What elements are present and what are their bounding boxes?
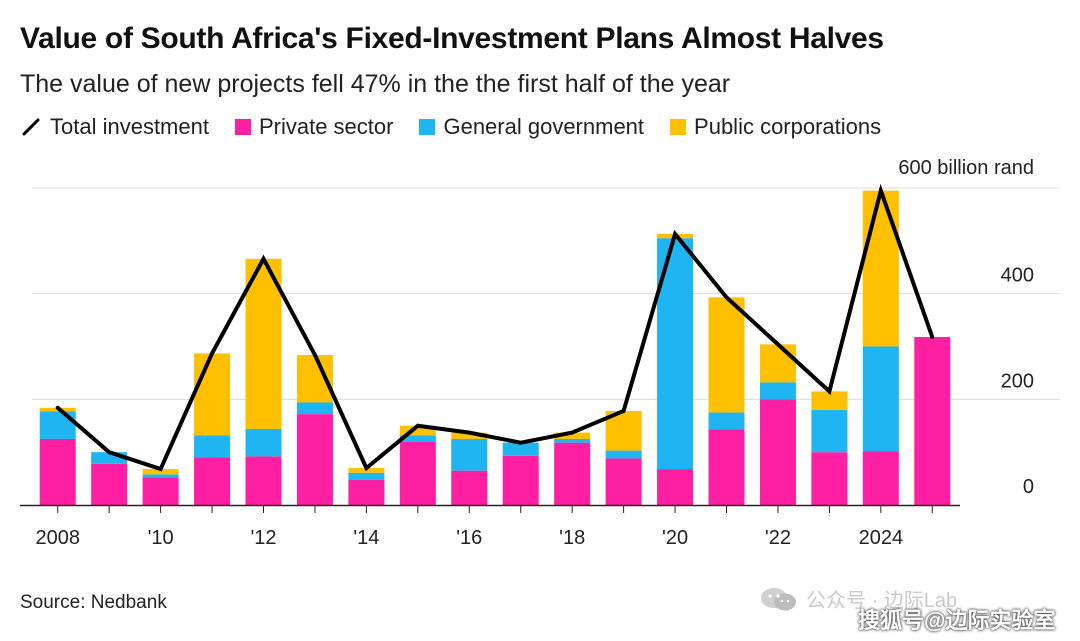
y-tick-label: 200 — [1001, 370, 1034, 392]
bar-segment-private-sector — [296, 414, 333, 505]
y-tick-label: 600 billion rand — [898, 157, 1034, 179]
bar-segment-public-corporations — [142, 469, 179, 475]
bar-segment-private-sector — [245, 456, 282, 505]
x-tick-label: '22 — [765, 527, 791, 549]
bar-segment-general-government — [245, 428, 282, 457]
bar-segment-private-sector — [142, 477, 179, 505]
bar-segment-private-sector — [605, 458, 642, 505]
y-tick-label: 400 — [1001, 265, 1034, 287]
bar-segment-private-sector — [914, 336, 951, 505]
bar-segment-private-sector — [657, 469, 694, 505]
chart-title: Value of South Africa's Fixed-Investment… — [20, 22, 884, 55]
legend-label: Total investment — [50, 114, 209, 139]
bar-segment-general-government — [194, 435, 231, 458]
bar-segment-public-corporations — [194, 353, 231, 436]
y-tick-label: 0 — [1023, 476, 1034, 498]
legend-line-icon — [22, 118, 40, 136]
bar-segment-general-government — [862, 346, 899, 452]
bar-segment-private-sector — [91, 463, 128, 505]
x-tick-label: '10 — [148, 527, 174, 549]
legend-item-general-government: General government — [419, 114, 644, 140]
bar-segment-private-sector — [811, 452, 848, 505]
watermark-wechat: 公众号 · 边际Lab — [760, 584, 957, 613]
legend-label: Private sector — [258, 114, 394, 139]
bar-segment-general-government — [39, 411, 76, 439]
bar-segment-general-government — [91, 452, 128, 464]
bar-segment-public-corporations — [862, 190, 899, 347]
bar-segment-public-corporations — [451, 432, 488, 439]
bar-segment-private-sector — [39, 438, 76, 505]
legend: Total investment Private sector General … — [22, 114, 907, 140]
bar-segment-private-sector — [862, 451, 899, 505]
wechat-logo-icon — [761, 587, 796, 610]
x-tick-label: '12 — [250, 527, 276, 549]
chart-subtitle: The value of new projects fell 47% in th… — [20, 70, 731, 98]
x-tick-label: '16 — [456, 527, 482, 549]
bar-segment-general-government — [708, 412, 745, 430]
bar-segment-public-corporations — [399, 425, 436, 436]
bar-segment-private-sector — [451, 470, 488, 505]
legend-swatch-private — [234, 119, 251, 135]
legend-item-private-sector: Private sector — [234, 114, 394, 140]
total-investment-line — [55, 183, 935, 472]
source-note: Source: Nedbank — [20, 592, 167, 613]
legend-item-total-investment: Total investment — [22, 114, 209, 140]
legend-item-public-corporations: Public corporations — [670, 114, 881, 140]
x-tick-label: 2008 — [35, 527, 80, 549]
bar-segment-general-government — [451, 438, 488, 471]
bar-segment-general-government — [296, 402, 333, 415]
bar-segment-private-sector — [348, 479, 385, 505]
x-tick-label: '14 — [353, 527, 379, 549]
bar-segment-public-corporations — [554, 432, 591, 439]
bar-segment-private-sector — [708, 429, 745, 505]
bar-segment-general-government — [605, 450, 642, 459]
x-tick-label: '18 — [559, 527, 585, 549]
bar-segment-private-sector — [502, 455, 539, 505]
bar-segment-general-government — [759, 382, 796, 400]
bar-segment-general-government — [811, 409, 848, 453]
bar-segment-private-sector — [194, 457, 231, 505]
bar-segment-general-government — [142, 474, 179, 478]
bar-segment-private-sector — [399, 441, 436, 505]
bar-segment-general-government — [399, 435, 436, 442]
legend-swatch-government — [419, 119, 436, 135]
bar-segment-public-corporations — [759, 344, 796, 383]
bar-segment-general-government — [502, 442, 539, 456]
watermark-text-1: 公众号 · 边际Lab — [806, 590, 958, 612]
legend-swatch-public-corp — [670, 119, 687, 135]
bar-segment-private-sector — [554, 442, 591, 505]
legend-label: Public corporations — [694, 114, 882, 139]
x-tick-label: 2024 — [859, 527, 904, 549]
watermark-sohu: 搜狐号@边际实验室 — [858, 608, 1056, 633]
bar-segment-general-government — [348, 472, 385, 480]
bar-segment-public-corporations — [811, 391, 848, 410]
bar-segment-public-corporations — [708, 297, 745, 413]
bar-segment-private-sector — [759, 399, 796, 505]
x-tick-label: '20 — [662, 527, 688, 549]
bar-segment-public-corporations — [245, 258, 282, 429]
bar-segment-general-government — [554, 438, 591, 443]
legend-label: General government — [443, 114, 645, 139]
